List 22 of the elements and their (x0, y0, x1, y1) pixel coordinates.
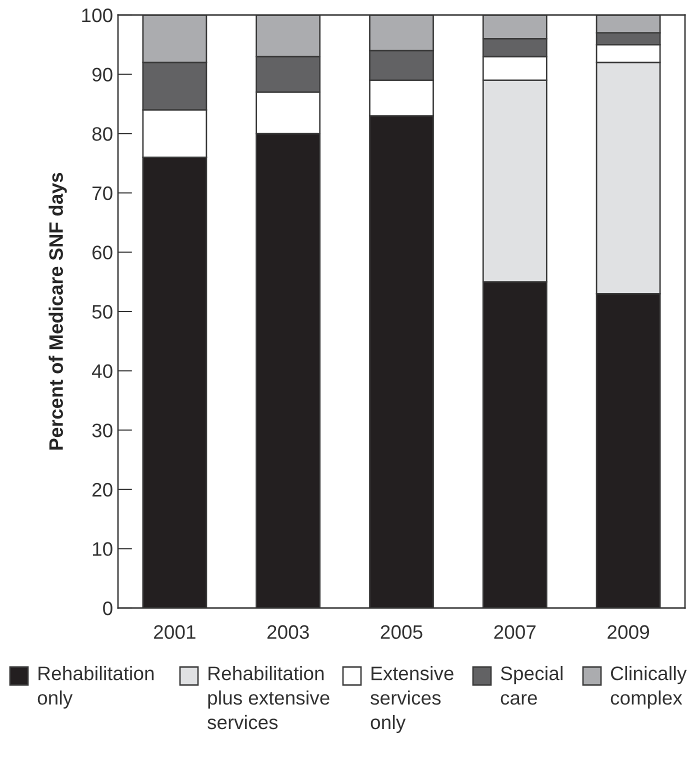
y-tick-label: 50 (92, 304, 112, 319)
x-tick-label: 2003 (267, 625, 309, 639)
x-tick-label: 2001 (154, 625, 196, 639)
y-tick-label: 90 (92, 68, 112, 82)
y-axis-title: Percent of Medicare SNF days (48, 172, 67, 450)
y-tick-label: 10 (92, 542, 112, 556)
y-tick-label: 70 (92, 186, 112, 200)
legend-label: Rehabilitation only (38, 666, 154, 709)
y-tick-label: 100 (82, 8, 112, 22)
y-tick-label: 20 (92, 482, 112, 497)
legend-label: Extensive services only (370, 666, 454, 734)
legend-label: Clinically complex (610, 666, 687, 709)
y-tick-label: 30 (92, 424, 112, 438)
y-tick-label: 60 (92, 246, 112, 260)
y-tick-label: 0 (103, 601, 112, 616)
y-tick-label: 40 (92, 364, 112, 378)
x-tick-label: 2005 (380, 625, 422, 639)
legend-label: Special care (500, 666, 562, 705)
y-tick-label: 80 (92, 127, 112, 141)
x-tick-label: 2007 (494, 625, 536, 639)
legend-label: Rehabilitation plus extensive services (208, 666, 330, 730)
x-tick-label: 2009 (608, 625, 650, 639)
